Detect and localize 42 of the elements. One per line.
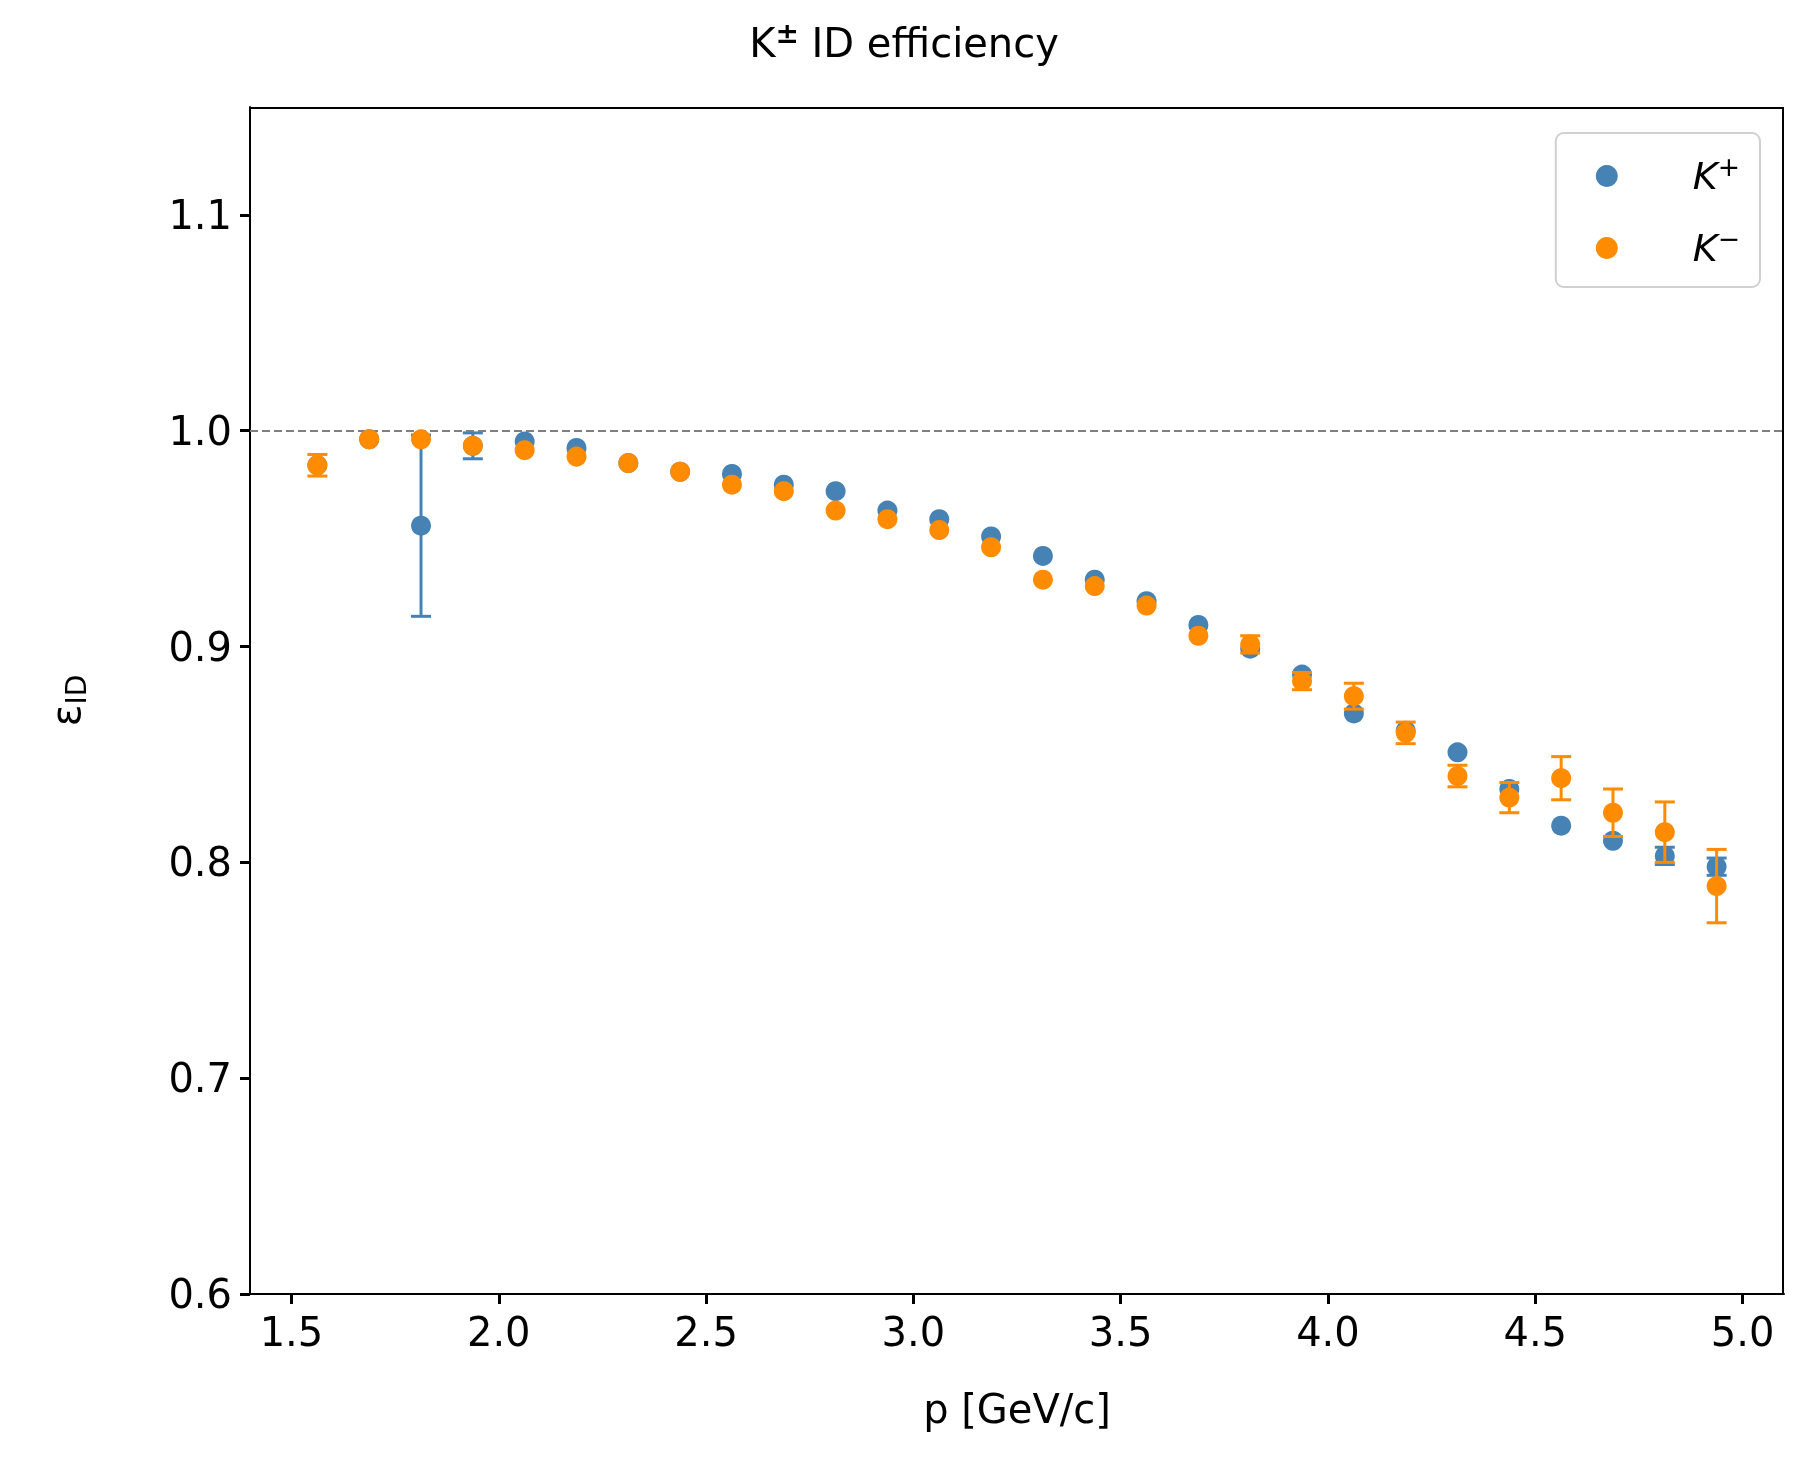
x-tick-label: 4.0 — [1296, 1309, 1360, 1355]
point — [825, 481, 846, 502]
point — [721, 474, 742, 495]
y-tick-label: 0.6 — [168, 1271, 232, 1317]
y-tick-label: 0.7 — [168, 1055, 232, 1102]
point — [566, 446, 587, 467]
point — [1551, 815, 1572, 836]
x-tick-label: 4.5 — [1503, 1309, 1568, 1355]
point — [877, 509, 898, 530]
legend-label: K+ — [1692, 151, 1741, 198]
point — [825, 500, 846, 521]
point — [1603, 802, 1623, 823]
point — [1706, 876, 1727, 897]
point — [1654, 822, 1675, 843]
point — [1343, 686, 1364, 707]
y-tick-label: 1.1 — [168, 191, 232, 238]
x-tick-label: 1.5 — [259, 1309, 324, 1355]
legend-label: K− — [1692, 223, 1741, 270]
point — [1032, 569, 1053, 590]
y-tick-label: 1.0 — [168, 407, 232, 454]
point — [411, 429, 432, 450]
point — [514, 440, 535, 461]
x-tick-label: 2.5 — [674, 1309, 738, 1355]
x-tick-label: 3.0 — [881, 1309, 946, 1355]
point — [1084, 576, 1105, 597]
point — [411, 515, 432, 536]
point — [1551, 768, 1572, 789]
y-axis-title: εID — [43, 674, 93, 727]
y-tick-label: 0.8 — [168, 839, 232, 886]
x-tick-label: 2.0 — [466, 1309, 531, 1355]
point — [773, 481, 794, 502]
y-tick-label: 0.9 — [168, 623, 232, 670]
x-tick-label: 5.0 — [1710, 1309, 1775, 1355]
point — [1032, 545, 1053, 566]
point — [1188, 625, 1209, 646]
point — [929, 520, 950, 540]
chart-title: K± ID efficiency — [749, 16, 1059, 66]
x-axis-title: p [GeV/c] — [923, 1386, 1111, 1432]
point — [981, 537, 1002, 558]
point — [1447, 742, 1468, 763]
point — [1499, 787, 1520, 808]
x-tick-label: 3.5 — [1088, 1309, 1153, 1355]
